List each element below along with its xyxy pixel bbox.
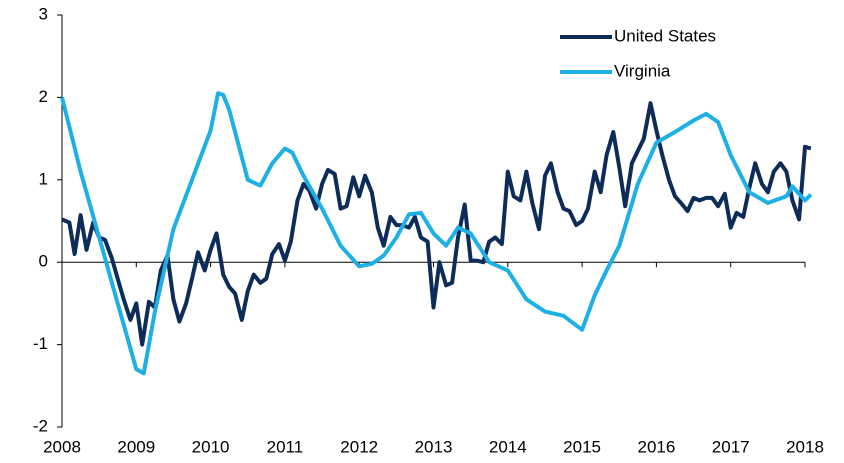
series-line xyxy=(61,101,812,347)
legend-label: Virginia xyxy=(614,61,671,80)
x-tick-label: 2015 xyxy=(563,437,601,456)
x-tick-label: 2009 xyxy=(117,437,155,456)
series-line xyxy=(60,91,813,376)
x-tick-label: 2014 xyxy=(489,437,527,456)
y-tick-label: 3 xyxy=(39,4,48,23)
x-tick-label: 2013 xyxy=(415,437,453,456)
x-tick-label: 2011 xyxy=(267,437,304,456)
x-tick-label: 2018 xyxy=(786,437,824,456)
y-tick-label: -1 xyxy=(33,334,48,353)
x-tick-label: 2012 xyxy=(340,437,378,456)
x-tick-label: 2008 xyxy=(43,437,81,456)
x-tick-label: 2016 xyxy=(637,437,675,456)
legend-label: United States xyxy=(614,26,716,45)
x-tick-label: 2010 xyxy=(192,437,230,456)
y-tick-label: -2 xyxy=(33,416,48,435)
y-tick-label: 0 xyxy=(39,252,48,271)
y-tick-label: 1 xyxy=(39,169,48,188)
x-tick-label: 2017 xyxy=(712,437,750,456)
y-tick-label: 2 xyxy=(39,87,48,106)
